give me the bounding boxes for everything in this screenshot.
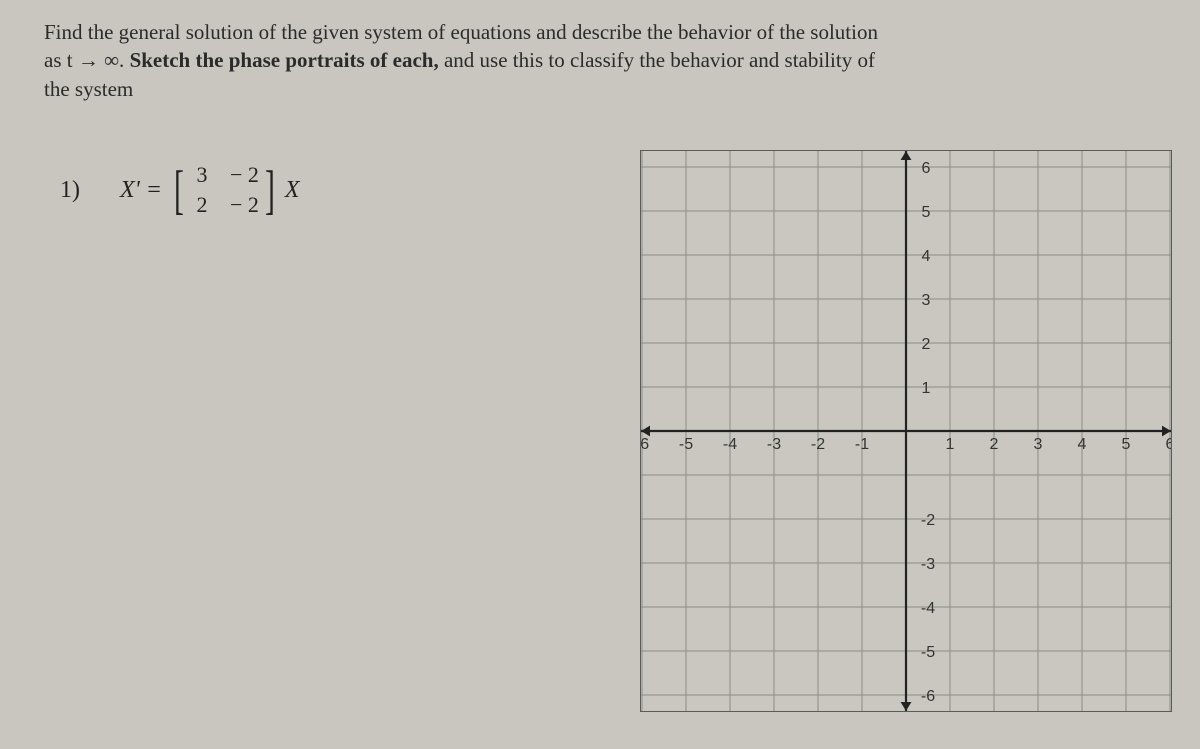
svg-text:2: 2 [990,436,999,453]
problem-line2a: as t → ∞. [44,48,124,72]
svg-text:-5: -5 [921,644,935,661]
m12: − 2 [230,162,259,188]
svg-text:-3: -3 [767,436,781,453]
problem-line2b: and use this to classify the behavior an… [444,48,875,72]
svg-text:5: 5 [1122,436,1131,453]
left-bracket-icon: [ [174,163,184,217]
problem-line2-bold: Sketch the phase portraits of each, [130,48,439,72]
svg-text:-6: -6 [641,436,649,453]
m11: 3 [190,162,214,188]
svg-text:2: 2 [922,336,931,353]
equation-lhs: X' = [120,177,162,204]
svg-text:6: 6 [922,160,931,177]
equation-block: 1) X' = [ 3 − 2 2 − 2 ] X [60,160,300,220]
problem-line1: Find the general solution of the given s… [44,20,878,44]
problem-statement: Find the general solution of the given s… [44,18,1154,103]
equation-index: 1) [60,177,80,204]
svg-text:-3: -3 [921,556,935,573]
svg-text:-4: -4 [723,436,737,453]
svg-text:4: 4 [1078,436,1087,453]
matrix: [ 3 − 2 2 − 2 ] [170,160,279,220]
svg-text:-1: -1 [855,436,869,453]
svg-text:-2: -2 [811,436,825,453]
svg-text:-4: -4 [921,600,935,617]
grid-svg: -6 -5 -4 -3 -2 -1 1 2 3 4 5 6 6 5 4 3 2 1 -2 -3 -4 -5 -6 [641,151,1171,711]
svg-text:-2: -2 [921,512,935,529]
svg-text:6: 6 [1166,436,1171,453]
svg-text:-5: -5 [679,436,693,453]
svg-text:4: 4 [922,248,931,265]
m21: 2 [190,192,214,218]
svg-text:3: 3 [1034,436,1043,453]
matrix-grid: 3 − 2 2 − 2 [188,160,261,220]
svg-text:1: 1 [946,436,955,453]
svg-text:1: 1 [922,380,931,397]
phase-portrait-grid: -6 -5 -4 -3 -2 -1 1 2 3 4 5 6 6 5 4 3 2 1 -2 -3 -4 -5 -6 [640,150,1172,712]
equation-rhs: X [285,177,300,204]
svg-text:-6: -6 [921,688,935,705]
svg-text:3: 3 [922,292,931,309]
right-bracket-icon: ] [265,163,275,217]
m22: − 2 [230,192,259,218]
problem-line3: the system [44,77,133,101]
svg-text:5: 5 [922,204,931,221]
